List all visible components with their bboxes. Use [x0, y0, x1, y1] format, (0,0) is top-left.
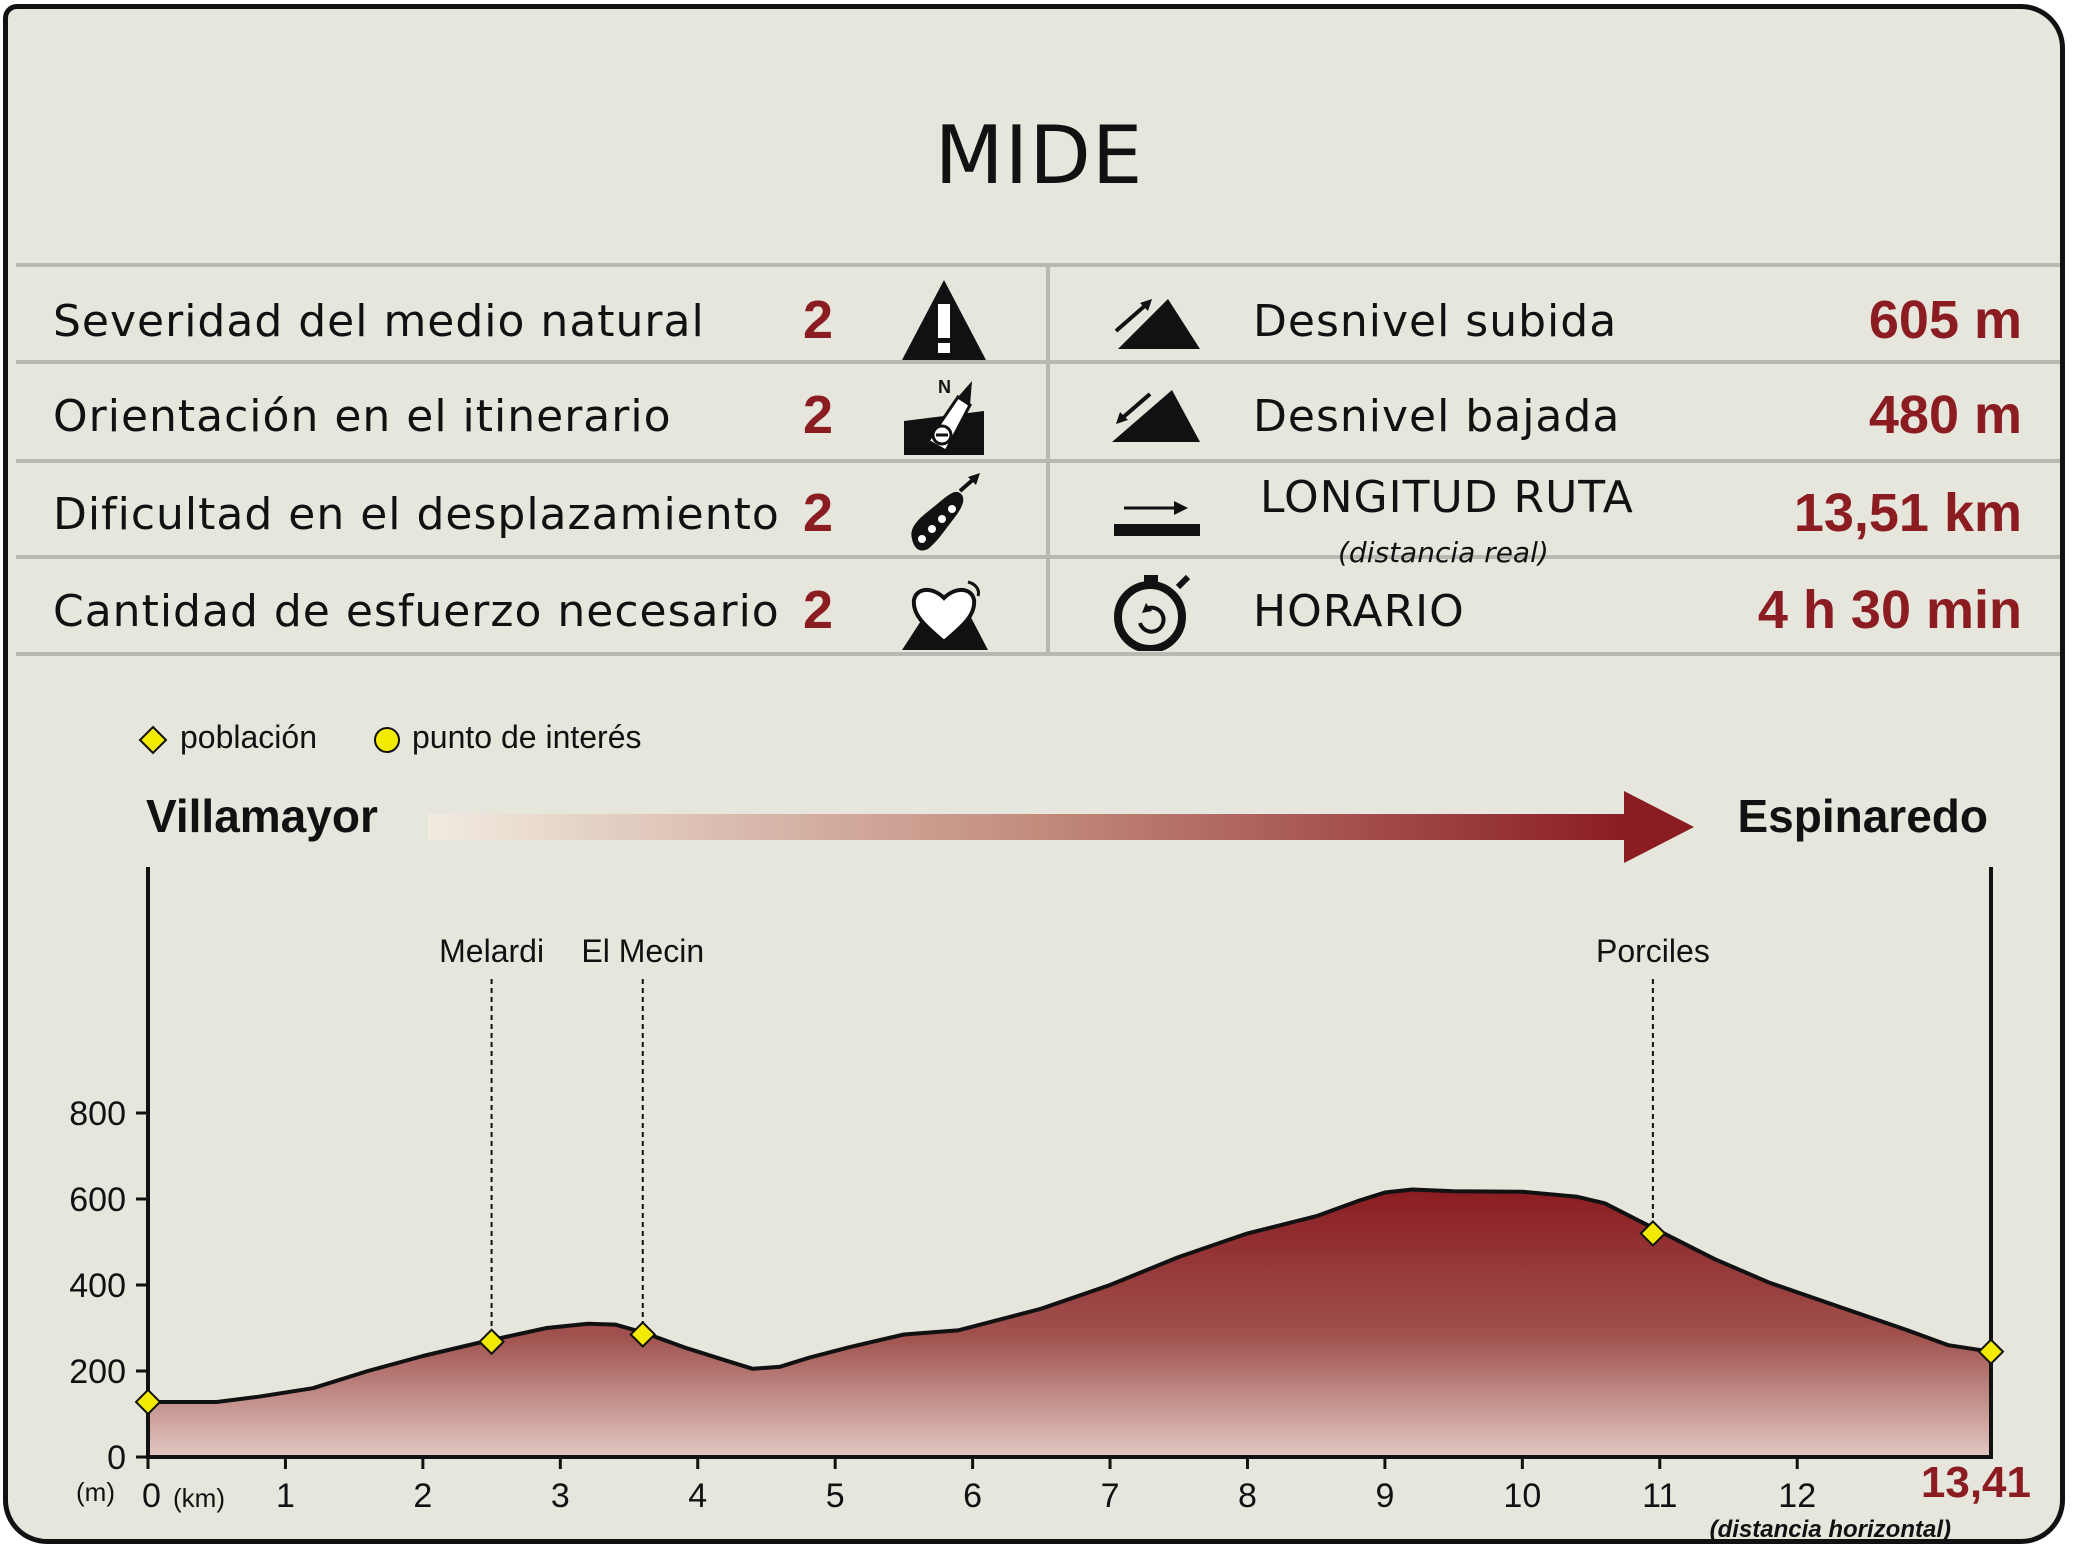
town-marker: [629, 1321, 657, 1348]
poi-marker-icon: [374, 727, 400, 753]
x-unit-label: (km): [173, 1483, 225, 1513]
x-tick-label: 2: [413, 1477, 432, 1515]
town-marker: [134, 1388, 162, 1416]
divider: [16, 459, 2060, 463]
elevation-area: [148, 1189, 1991, 1457]
x-tick-label: 9: [1375, 1477, 1394, 1515]
divider: [16, 360, 2060, 364]
x-tick-label: 10: [1503, 1477, 1541, 1515]
stat-value: 480 m: [1868, 385, 2022, 445]
x-tick-label: 3: [551, 1477, 570, 1515]
y-unit-label: (m): [76, 1477, 115, 1507]
town-marker-icon: [138, 725, 168, 755]
mide-score: 2: [803, 290, 834, 350]
heart-mountain-icon: [902, 580, 988, 650]
y-tick-label: 600: [69, 1181, 126, 1219]
x-tick-label: 5: [826, 1477, 845, 1515]
y-tick-label: 800: [69, 1095, 126, 1133]
x-tick-label: 6: [963, 1477, 982, 1515]
mide-score: 2: [803, 580, 834, 640]
town-marker: [1639, 1219, 1667, 1247]
route-end: Espinaredo: [1737, 790, 1988, 842]
town-label: El Mecin: [581, 933, 704, 969]
descent-icon: [1112, 390, 1200, 442]
town-label: Melardi: [439, 933, 544, 969]
legend-town-label: población: [180, 719, 317, 755]
mide-score: 2: [803, 385, 834, 445]
stat-value: 605 m: [1868, 290, 2022, 350]
x-tick-label: 0: [142, 1477, 161, 1515]
stat-value: 13,51 km: [1793, 483, 2022, 543]
y-tick-label: 400: [69, 1267, 126, 1305]
mide-label: Orientación en el itinerario: [53, 391, 672, 442]
route-header: Villamayor Espinaredo: [8, 779, 2060, 869]
x-tick-label: 11: [1642, 1477, 1677, 1515]
stat-value: 4 h 30 min: [1757, 580, 2022, 640]
legend-poi-label: punto de interés: [412, 719, 642, 755]
town-label: Porciles: [1596, 933, 1710, 969]
ascent-icon: [1114, 299, 1200, 349]
stat-label: LONGITUD RUTA: [1260, 472, 1634, 523]
y-tick-label: 200: [69, 1353, 126, 1391]
route-start: Villamayor: [146, 790, 378, 842]
page-title: MIDE: [934, 109, 1144, 202]
x-end-note: (distancia horizontal): [1710, 1516, 1951, 1543]
mide-table: Severidad del medio natural 2 Desnivel s…: [8, 9, 2060, 669]
stat-label: Desnivel subida: [1253, 296, 1618, 347]
mide-row-effort: Cantidad de esfuerzo necesario 2 HORARIO…: [8, 561, 2060, 653]
divider: [16, 652, 2060, 656]
boot-print-icon: [911, 473, 980, 551]
x-tick-label: 4: [688, 1477, 707, 1515]
svg-text:N: N: [938, 377, 951, 397]
mide-row-difficulty: Dificultad en el desplazamiento 2 LONGIT…: [8, 464, 2060, 569]
x-tick-label: 8: [1238, 1477, 1257, 1515]
stopwatch-icon: [1114, 574, 1191, 651]
x-tick-label: 7: [1101, 1477, 1120, 1515]
divider: [16, 555, 2060, 559]
column-divider: [1046, 267, 1050, 656]
y-tick-label: 0: [107, 1439, 126, 1477]
divider: [16, 263, 2060, 267]
mide-row-severity: Severidad del medio natural 2 Desnivel s…: [8, 271, 2060, 363]
x-end-label: 13,41: [1921, 1458, 2031, 1507]
x-tick-label: 1: [276, 1477, 295, 1515]
mide-row-orientation: Orientación en el itinerario 2 N Desnive…: [8, 366, 2060, 458]
mide-label: Dificultad en el desplazamiento: [53, 489, 780, 540]
mide-score: 2: [803, 483, 834, 543]
mide-label: Cantidad de esfuerzo necesario: [53, 586, 780, 637]
route-direction-arrow: [428, 791, 1694, 863]
stat-sublabel: (distancia real): [1338, 536, 1549, 569]
warning-triangle-icon: [902, 280, 986, 360]
stat-label: Desnivel bajada: [1253, 391, 1621, 442]
mide-card: MIDE Severidad del medio natural 2 Desni…: [3, 4, 2065, 1544]
town-marker: [1977, 1338, 2005, 1366]
distance-arrow-icon: [1114, 501, 1200, 536]
mide-label: Severidad del medio natural: [53, 296, 705, 347]
stat-label: HORARIO: [1253, 586, 1465, 637]
x-tick-label: 12: [1778, 1477, 1816, 1515]
compass-map-icon: N: [904, 377, 984, 455]
town-marker: [478, 1328, 506, 1356]
